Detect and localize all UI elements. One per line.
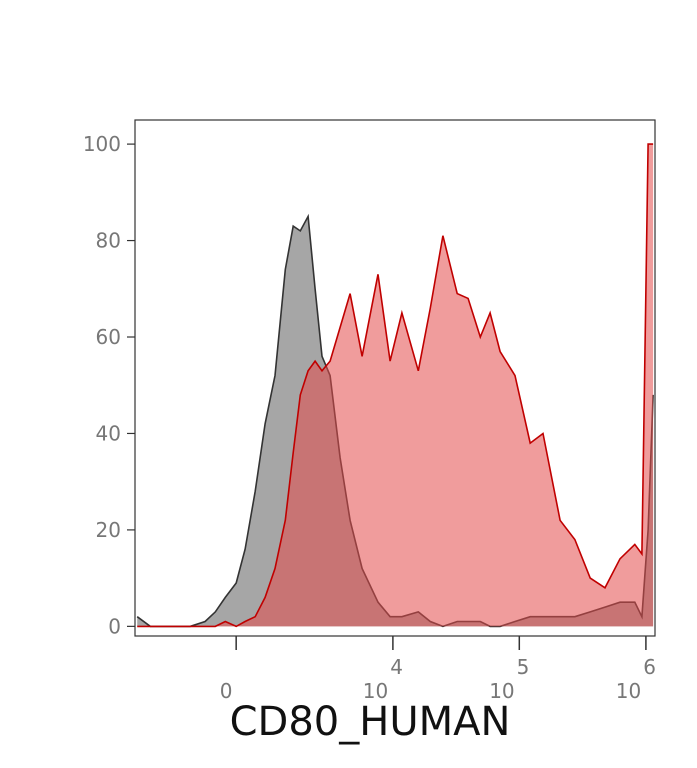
x-tick-base: 10 — [616, 679, 641, 703]
histogram-area — [137, 144, 654, 627]
plot-frame — [134, 119, 656, 637]
x-tick-label: 104 — [363, 655, 403, 703]
x-tick-base: 0 — [220, 679, 233, 703]
histogram-line — [137, 143, 654, 628]
y-tick-label: 20 — [96, 518, 121, 542]
y-tick-label: 80 — [96, 229, 121, 253]
x-tick-label: 0 — [220, 679, 233, 703]
x-tick-exponent: 6 — [643, 655, 656, 679]
y-tick-label: 0 — [108, 614, 121, 638]
x-axis-title: CD80_HUMAN — [230, 699, 511, 745]
histogram-area — [137, 216, 654, 627]
x-tick-exponent: 5 — [517, 655, 530, 679]
x-tick-label: 106 — [616, 655, 656, 703]
x-tick-exponent: 4 — [390, 655, 403, 679]
x-tick-base: 10 — [363, 679, 388, 703]
y-tick-label: 60 — [96, 325, 121, 349]
y-tick-label: 100 — [83, 132, 121, 156]
x-tick-label: 105 — [489, 655, 529, 703]
x-tick-base: 10 — [489, 679, 514, 703]
y-tick-label: 40 — [96, 421, 121, 445]
